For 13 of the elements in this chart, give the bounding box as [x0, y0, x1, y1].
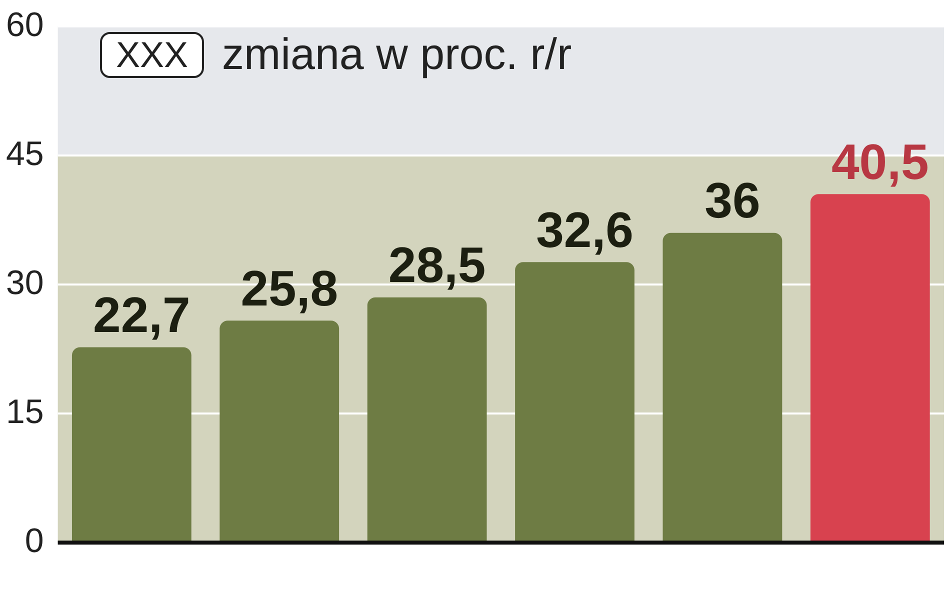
y-tick-label: 0 — [24, 522, 44, 560]
data-label: 32,6 — [536, 202, 634, 258]
y-tick-label: 45 — [6, 134, 44, 173]
data-label: 25,8 — [240, 260, 338, 316]
y-tick-label: 15 — [6, 392, 44, 431]
y-tick-label: 60 — [6, 6, 44, 44]
data-label: 22,7 — [93, 287, 190, 344]
annotation: zmiana w proc. r/r — [222, 30, 572, 80]
y-tick-label: 30 — [6, 264, 44, 302]
annotation: XXX — [100, 32, 204, 78]
data-label: 40,5 — [831, 134, 929, 190]
data-label: 28,5 — [388, 237, 486, 294]
data-label: 36 — [704, 172, 760, 229]
